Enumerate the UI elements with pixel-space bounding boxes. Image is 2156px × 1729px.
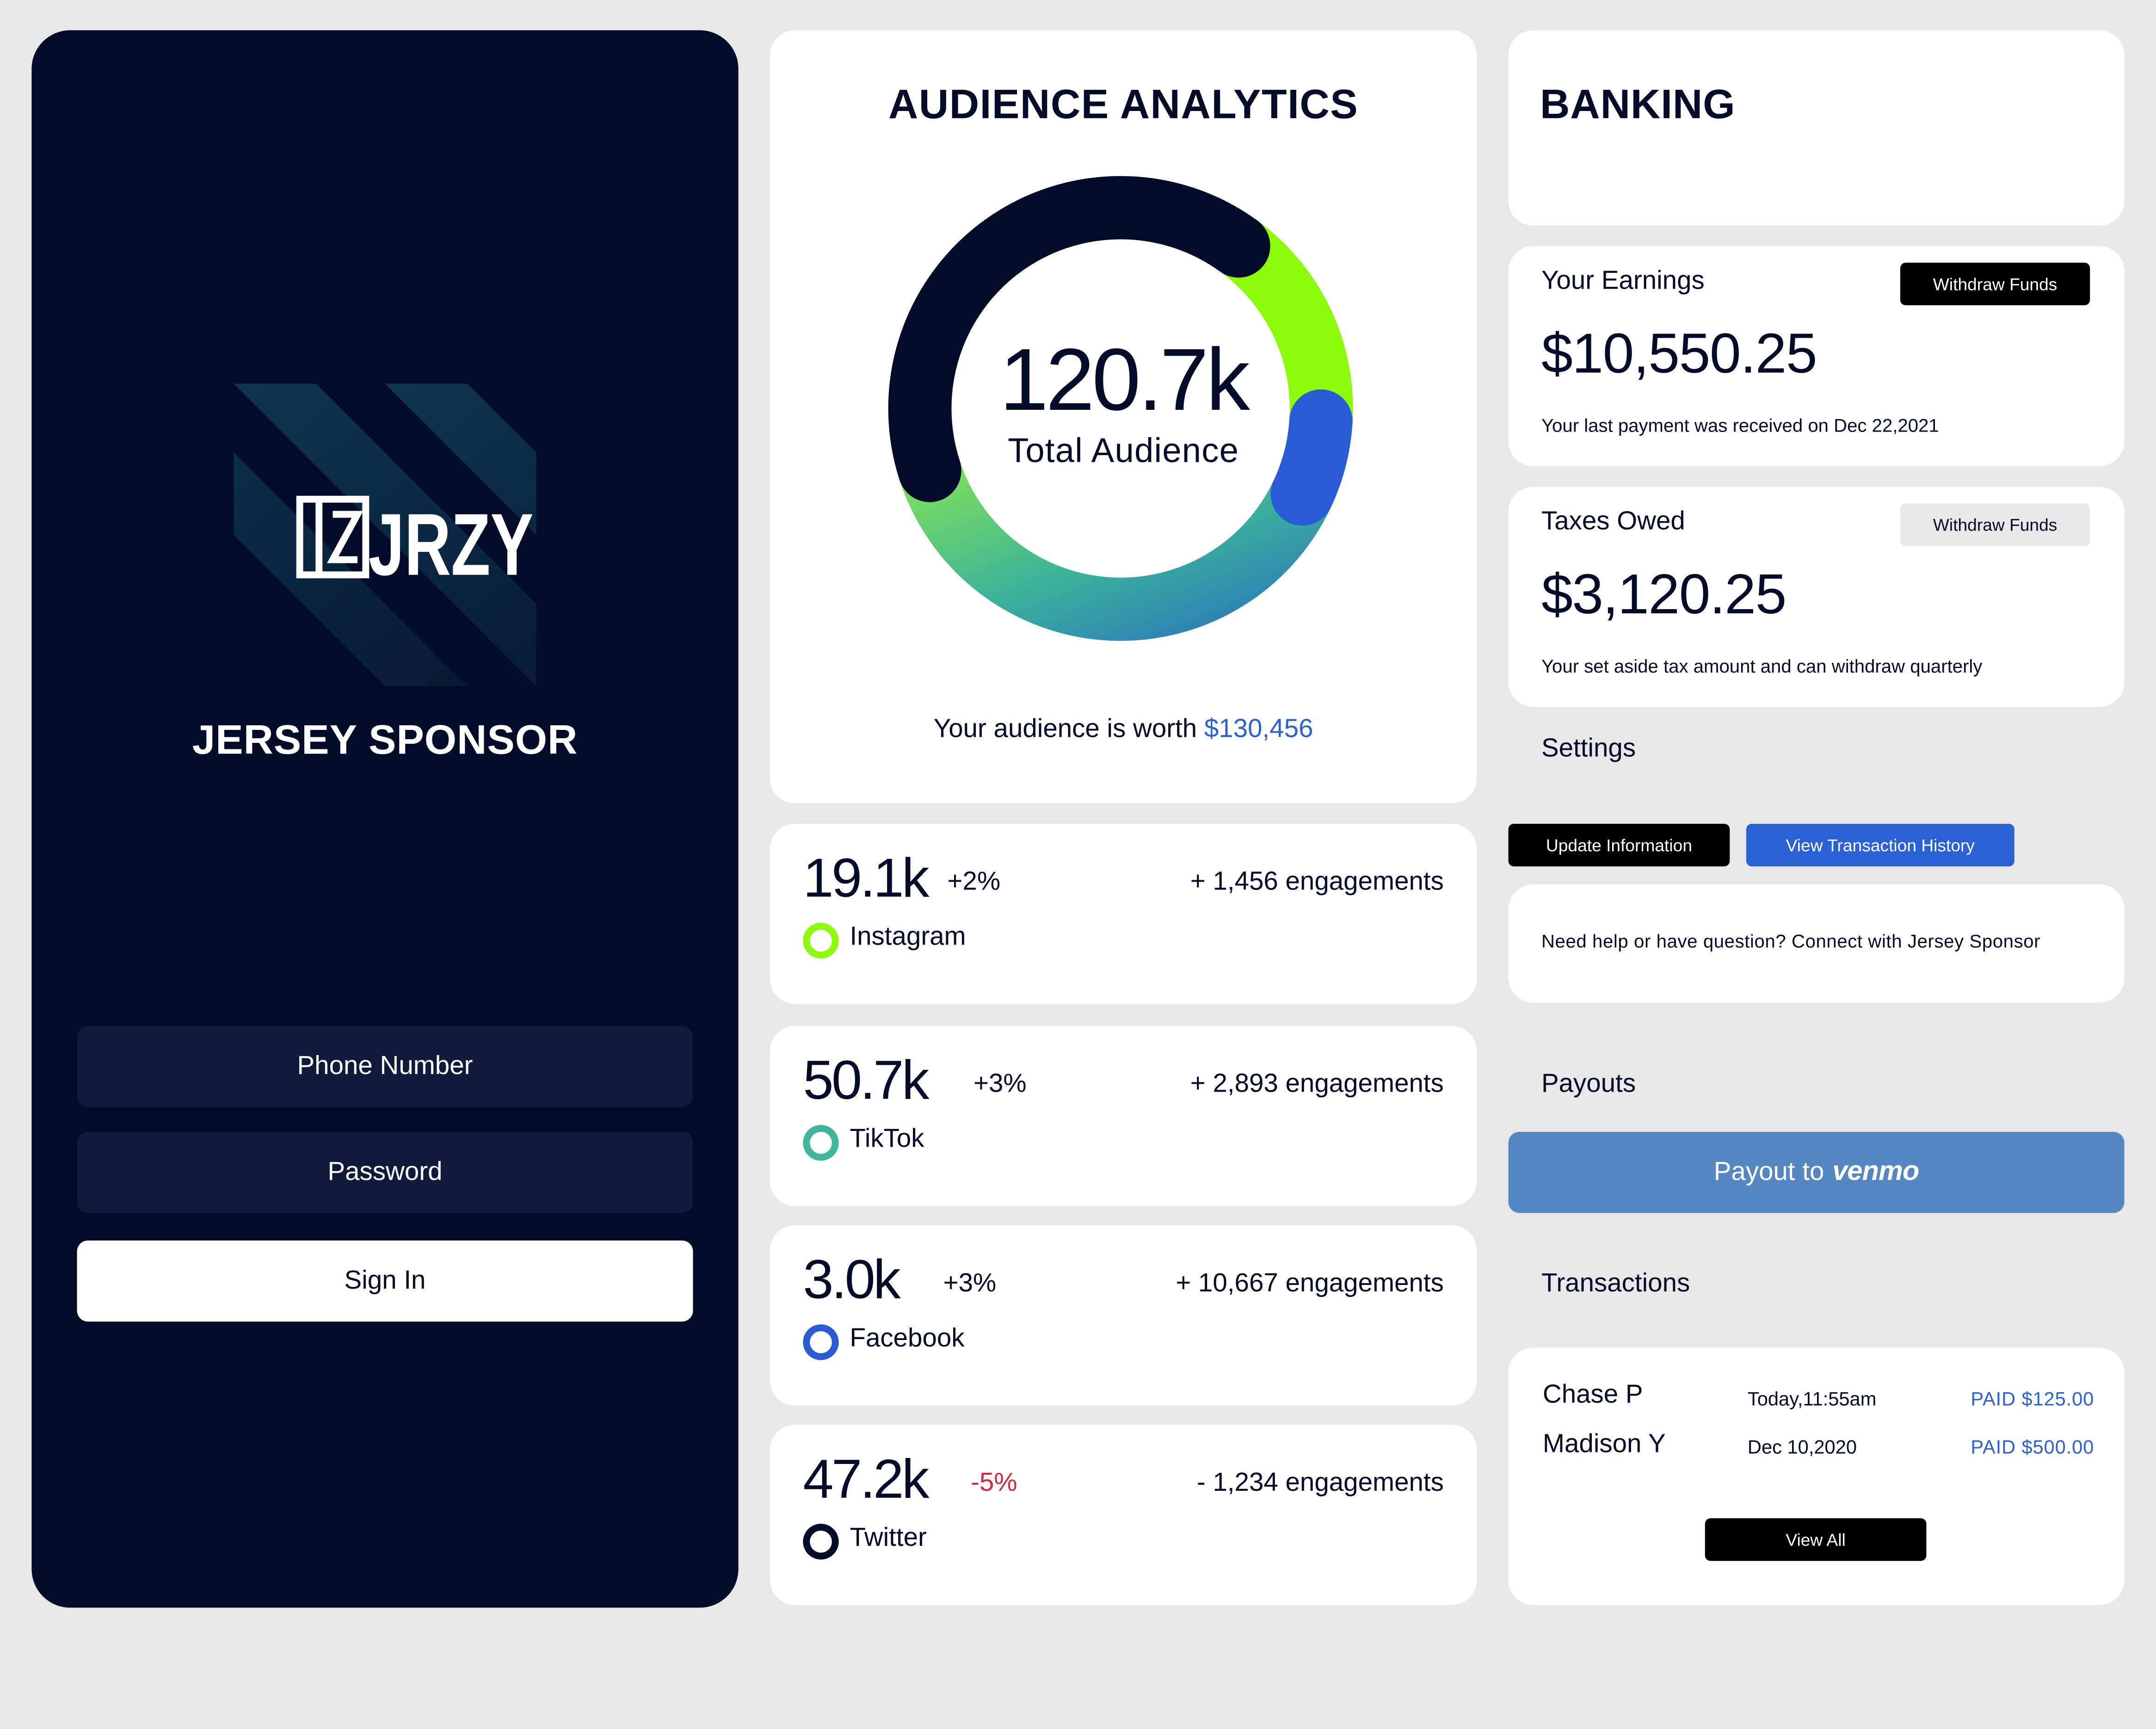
audience-analytics-card: AUDIENCE ANALYTICS 120.7k Total Audience…: [770, 30, 1477, 803]
stat-platform: TikTok: [850, 1125, 924, 1154]
donut-segment-tiktok: [899, 460, 1331, 641]
stat-engagements: + 10,667 engagements: [1176, 1269, 1444, 1298]
transaction-name: Chase P: [1542, 1381, 1643, 1410]
taxes-amount: $3,120.25: [1541, 562, 1786, 626]
venmo-logo-icon: venmo: [1832, 1156, 1919, 1187]
payouts-heading: Payouts: [1541, 1070, 1636, 1099]
stat-platform: Instagram: [850, 923, 966, 952]
stat-platform: Facebook: [850, 1324, 965, 1353]
sign-in-label: Sign In: [344, 1266, 426, 1295]
stat-value: 50.7k: [803, 1050, 929, 1112]
earnings-card: Your Earnings Withdraw Funds $10,550.25 …: [1508, 246, 2125, 466]
audience-donut-chart: [888, 176, 1353, 641]
phone-number-field[interactable]: Phone Number: [77, 1026, 693, 1107]
update-information-label: Update Information: [1546, 835, 1692, 855]
total-audience-label: Total Audience: [1007, 432, 1239, 470]
stat-change: +3%: [973, 1070, 1027, 1099]
transaction-date: Today,11:55am: [1747, 1387, 1877, 1410]
audience-worth: Your audience is worth $130,456: [770, 715, 1477, 745]
taxes-label: Taxes Owed: [1541, 507, 1685, 537]
donut-segment-twitter: [888, 176, 1270, 502]
help-text: Need help or have question? Connect with…: [1541, 931, 2041, 952]
taxes-withdraw-label: Withdraw Funds: [1933, 515, 2057, 535]
stat-value: 47.2k: [803, 1449, 929, 1510]
transaction-date: Dec 10,2020: [1747, 1436, 1857, 1458]
earnings-withdraw-label: Withdraw Funds: [1933, 274, 2057, 294]
login-panel: JRZY JERSEY SPONSOR Phone Number Passwor…: [31, 30, 739, 1608]
stat-change: +2%: [947, 868, 1001, 897]
tiktok-ring-icon: [803, 1125, 839, 1161]
stat-engagements: + 1,456 engagements: [1190, 868, 1444, 897]
donut-segment-facebook: [1270, 389, 1353, 526]
taxes-card: Taxes Owed Withdraw Funds $3,120.25 Your…: [1508, 487, 2125, 707]
view-all-label: View All: [1786, 1530, 1846, 1550]
transaction-amount: PAID $125.00: [1971, 1387, 2094, 1410]
phone-number-placeholder: Phone Number: [297, 1051, 473, 1081]
password-field[interactable]: Password: [77, 1131, 693, 1213]
taxes-note: Your set aside tax amount and can withdr…: [1541, 656, 1983, 677]
password-placeholder: Password: [327, 1157, 443, 1186]
transaction-amount: PAID $500.00: [1971, 1436, 2094, 1458]
transactions-heading: Transactions: [1541, 1269, 1690, 1298]
stat-value: 19.1k: [803, 848, 929, 909]
instagram-ring-icon: [803, 923, 839, 959]
view-transaction-history-button[interactable]: View Transaction History: [1746, 823, 2014, 867]
facebook-stat-card[interactable]: 3.0k +3% + 10,667 engagements Facebook: [770, 1225, 1477, 1406]
stat-engagements: + 2,893 engagements: [1190, 1070, 1444, 1099]
earnings-label: Your Earnings: [1541, 266, 1705, 296]
jrzy-logo: JRZY: [234, 383, 536, 686]
instagram-stat-card[interactable]: 19.1k +2% + 1,456 engagements Instagram: [770, 823, 1477, 1004]
transaction-name: Madison Y: [1542, 1430, 1666, 1459]
svg-text:JRZY: JRZY: [369, 496, 534, 594]
banking-header-card: BANKING: [1508, 30, 2125, 226]
tiktok-stat-card[interactable]: 50.7k +3% + 2,893 engagements TikTok: [770, 1026, 1477, 1206]
sign-in-button[interactable]: Sign In: [77, 1240, 693, 1322]
earnings-note: Your last payment was received on Dec 22…: [1541, 415, 1939, 436]
twitter-ring-icon: [803, 1524, 839, 1560]
audience-worth-value: $130,456: [1204, 715, 1313, 744]
logo-monogram-icon: [296, 495, 370, 579]
stat-value: 3.0k: [803, 1250, 900, 1311]
stat-platform: Twitter: [850, 1524, 927, 1553]
brand-name: JERSEY SPONSOR: [192, 718, 578, 764]
payout-venmo-button[interactable]: Payout to venmo: [1508, 1131, 2125, 1213]
stat-change: +3%: [943, 1269, 997, 1298]
help-card[interactable]: Need help or have question? Connect with…: [1508, 884, 2125, 1003]
settings-heading: Settings: [1541, 734, 1636, 764]
earnings-withdraw-button[interactable]: Withdraw Funds: [1900, 262, 2090, 306]
view-transaction-history-label: View Transaction History: [1786, 835, 1975, 855]
audience-worth-prefix: Your audience is worth: [933, 715, 1197, 744]
facebook-ring-icon: [803, 1324, 839, 1360]
earnings-amount: $10,550.25: [1541, 321, 1817, 385]
view-all-button[interactable]: View All: [1705, 1518, 1927, 1561]
stat-change: -5%: [971, 1469, 1017, 1498]
analytics-title: AUDIENCE ANALYTICS: [888, 82, 1359, 128]
payout-prefix: Payout to: [1713, 1157, 1824, 1186]
stat-engagements: - 1,234 engagements: [1196, 1469, 1444, 1498]
total-audience-value: 120.7k: [999, 330, 1250, 429]
taxes-withdraw-button[interactable]: Withdraw Funds: [1900, 503, 2090, 546]
transactions-card: Chase P Today,11:55am PAID $125.00 Madis…: [1508, 1347, 2125, 1605]
update-information-button[interactable]: Update Information: [1508, 823, 1730, 867]
banking-title: BANKING: [1540, 82, 1736, 128]
twitter-stat-card[interactable]: 47.2k -5% - 1,234 engagements Twitter: [770, 1425, 1477, 1605]
